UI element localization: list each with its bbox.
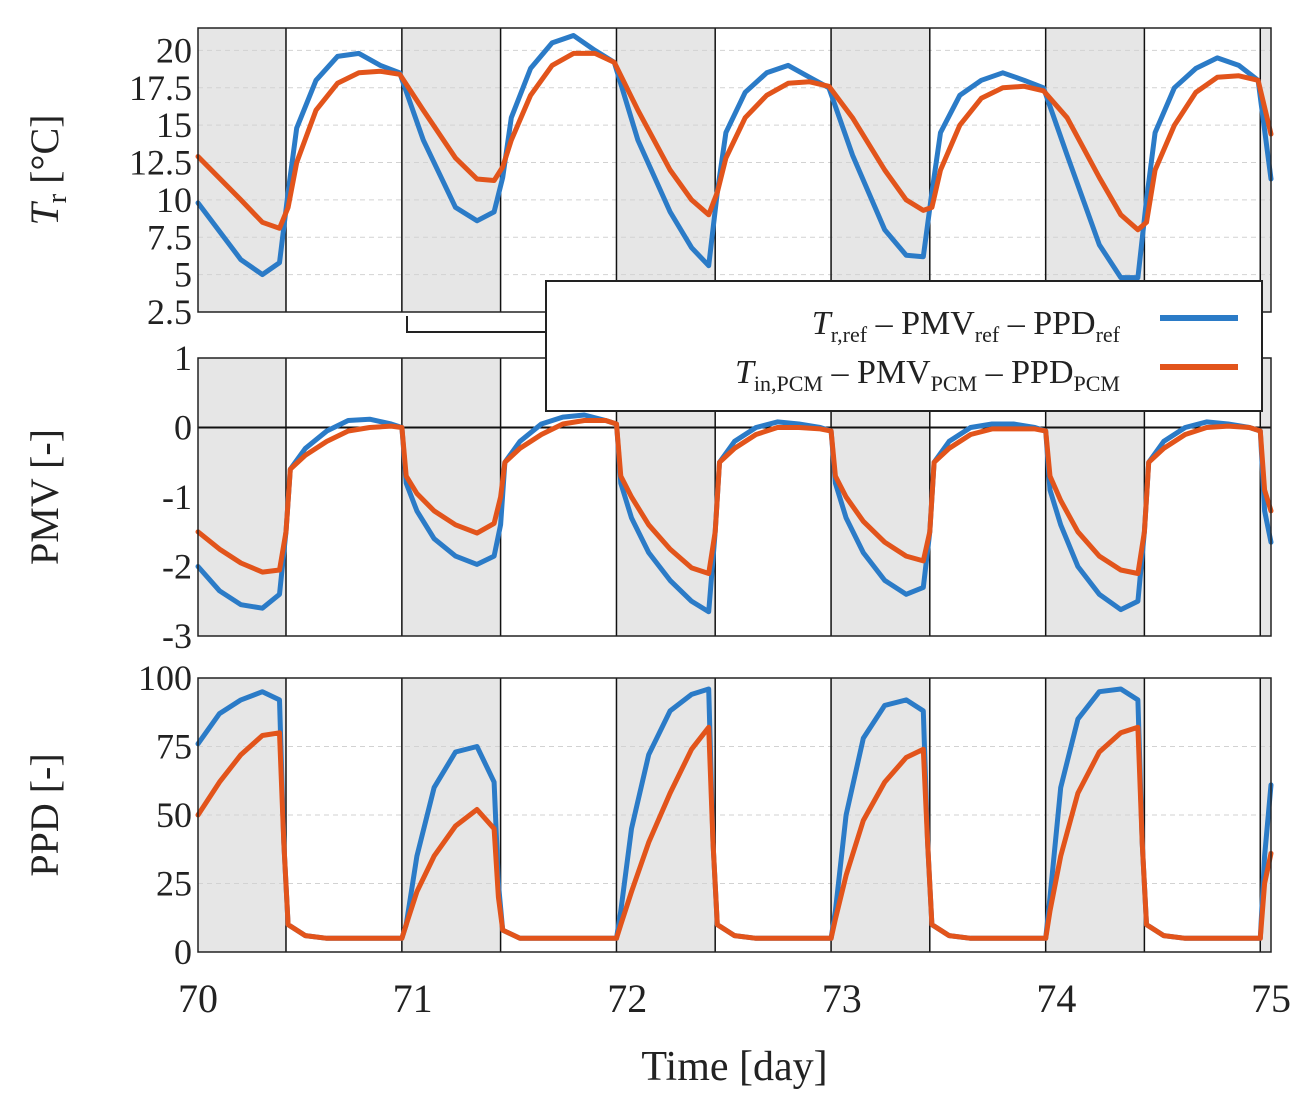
y-tick-label: 5	[174, 255, 192, 295]
series-line-pcm	[195, 50, 1274, 233]
night-band	[198, 358, 286, 636]
y-tick-label: 15	[156, 105, 192, 145]
y-tick-label: 17.5	[129, 68, 192, 108]
x-tick-label: 70	[178, 976, 218, 1021]
y-tick-label: 0	[174, 932, 192, 972]
x-tick-label: 74	[1036, 976, 1076, 1021]
y-tick-label: 12.5	[129, 143, 192, 183]
legend-label: Tin,PCM – PMVPCM – PPDPCM	[735, 354, 1120, 396]
legend-connector	[406, 316, 546, 333]
legend-box	[545, 280, 1263, 412]
y-tick-label: 50	[156, 795, 192, 835]
y-tick-label: -3	[162, 616, 192, 656]
night-band	[401, 28, 501, 312]
y-axis-label-ppd: PPD [-]	[22, 753, 67, 876]
y-axis-labels: Tr [°C] PMV [-] PPD [-]	[22, 115, 73, 877]
x-axis: 70 71 72 73 74 75 Time [day]	[178, 976, 1291, 1090]
y-tick-label: 0	[174, 408, 192, 448]
x-axis-label: Time [day]	[641, 1044, 827, 1090]
y-axis-label-pmv: PMV [-]	[22, 429, 67, 565]
night-band	[401, 358, 501, 636]
series-line-ref	[195, 33, 1274, 281]
y-tick-label: 20	[156, 30, 192, 70]
y-axis-label-temperature: Tr [°C]	[22, 115, 73, 226]
y-tick-label: 7.5	[147, 217, 192, 257]
legend-label: Tr,ref – PMVref – PPDref	[812, 305, 1121, 347]
y-tick-label: 75	[156, 727, 192, 767]
plot-frame	[197, 677, 1272, 953]
y-tick-label: -2	[162, 547, 192, 587]
x-tick-label: 73	[822, 976, 862, 1021]
night-band	[1260, 678, 1271, 952]
x-tick-label: 72	[607, 976, 647, 1021]
y-tick-label: 10	[156, 180, 192, 220]
legend: Tr,ref – PMVref – PPDref Tin,PCM – PMVPCM…	[406, 280, 1263, 412]
night-band	[616, 28, 716, 312]
series-line-pcm	[195, 724, 1274, 941]
x-tick-label: 71	[393, 976, 433, 1021]
y-tick-label: 100	[138, 658, 192, 698]
y-tick-label: 1	[174, 338, 192, 378]
night-band	[1260, 28, 1271, 312]
y-tick-label: -1	[162, 477, 192, 517]
night-band	[831, 28, 930, 312]
y-tick-label: 2.5	[147, 292, 192, 332]
series-line-pcm	[195, 418, 1274, 576]
x-tick-label: 75	[1251, 976, 1291, 1021]
y-tick-label: 25	[156, 864, 192, 904]
panel-ppd: 0 25 50 75 100	[138, 658, 1274, 972]
